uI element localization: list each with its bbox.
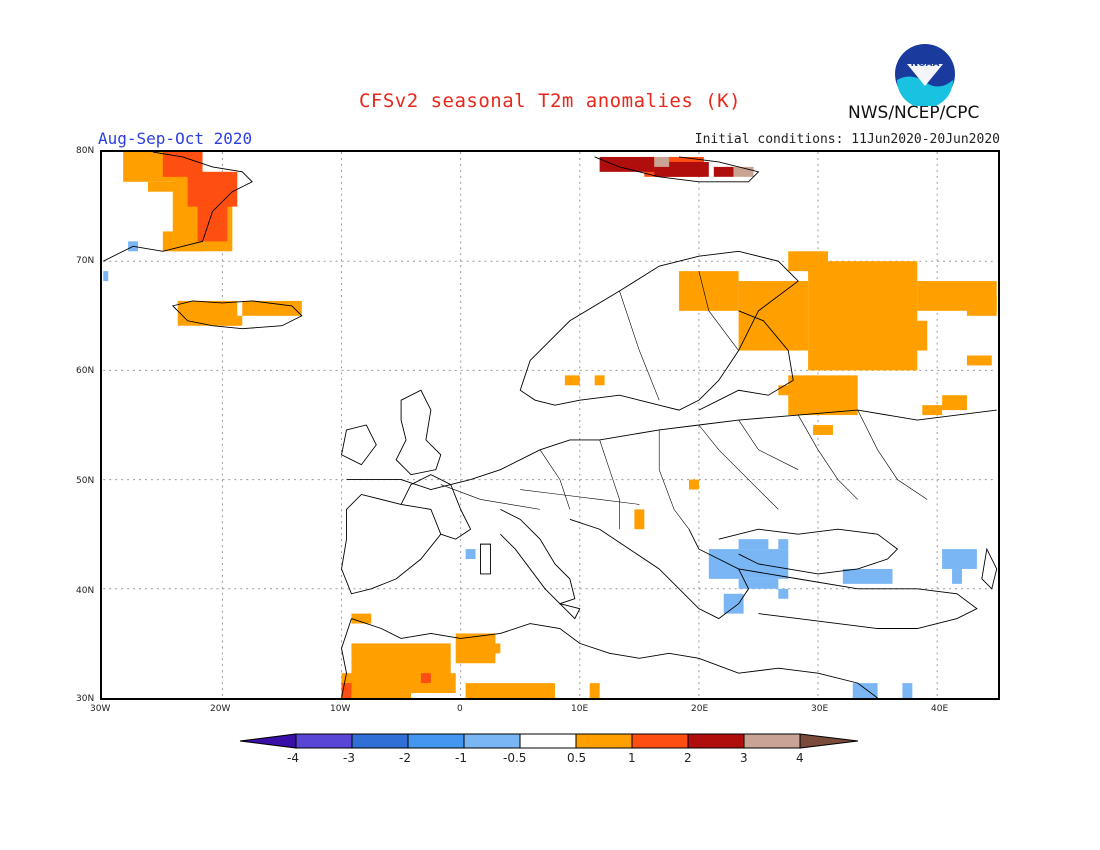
lat-label-40n: 40N — [76, 586, 95, 596]
initial-conditions-label: Initial conditions: 11Jun2020-20Jun2020 — [694, 132, 1000, 147]
coast-italy — [500, 508, 576, 605]
lon-label-0: 0 — [457, 704, 463, 714]
colorbar-p3-p4 — [743, 733, 801, 749]
colorbar-label-neg1: -1 — [455, 751, 467, 765]
coast-black-sea — [718, 528, 899, 575]
colorbar-p05-p1 — [575, 733, 633, 749]
logo-gull — [907, 64, 943, 86]
colorbar-neg4-neg3 — [295, 733, 353, 749]
coast-iceland — [171, 300, 303, 330]
borders — [440, 271, 928, 530]
coast-ireland — [341, 424, 377, 466]
colorbar-label-neg2: -2 — [399, 751, 411, 765]
colorbar-neg2-neg1 — [407, 733, 465, 749]
coast-greenland — [103, 152, 253, 262]
colorbar-label-p4: 4 — [796, 751, 804, 765]
colorbar-label-p05: 0.5 — [567, 751, 587, 765]
coast-britain — [395, 389, 442, 476]
coastlines — [103, 152, 998, 698]
lon-label-30e: 30E — [811, 704, 829, 714]
map-canvas — [103, 152, 998, 698]
coast-north-africa — [351, 618, 878, 698]
anomaly-cool-cells — [103, 241, 977, 698]
lon-label-20w: 20W — [210, 704, 231, 714]
coast-turkey — [738, 568, 978, 629]
lon-label-10e: 10E — [571, 704, 589, 714]
coast-balkans — [569, 518, 750, 620]
coast-finland — [698, 310, 794, 411]
coast-iberia — [341, 493, 442, 595]
lat-label-50n: 50N — [76, 476, 95, 486]
colorbar-p2-p3 — [687, 733, 745, 749]
lat-label-60n: 60N — [76, 366, 95, 376]
colorbar-p1-p2 — [631, 733, 689, 749]
colorbar-neutral — [519, 733, 577, 749]
lat-label-30n: 30N — [76, 694, 95, 704]
lon-label-20e: 20E — [691, 704, 709, 714]
coast-north-europe — [346, 409, 997, 490]
map-title: CFSv2 seasonal T2m anomalies (K) — [358, 90, 742, 112]
logo-text: NOAA — [911, 59, 940, 69]
coast-svalbard — [594, 156, 760, 183]
lat-label-80n: 80N — [76, 146, 95, 156]
anomaly-extreme-cells — [654, 156, 754, 177]
colorbar-label-p3: 3 — [740, 751, 748, 765]
agency-label: NWS/NCEP/CPC — [848, 103, 980, 123]
logo-wave — [897, 76, 953, 106]
colorbar-neg1-neg05 — [463, 733, 521, 749]
map-frame: 80N 70N 60N 50N 40N 30N 30W 20W 10W 0 10… — [76, 146, 1000, 714]
coast-caspian — [981, 547, 998, 590]
coast-france — [400, 474, 472, 540]
lon-label-40e: 40E — [931, 704, 949, 714]
colorbar-gt-p4 — [799, 733, 859, 749]
lon-label-30w: 30W — [90, 704, 111, 714]
noaa-logo: NOAA — [895, 44, 955, 106]
anomaly-warm-cells — [123, 152, 997, 698]
colorbar-neg3-neg2 — [351, 733, 409, 749]
colorbar-label-neg4: -4 — [287, 751, 299, 765]
colorbar-label-p2: 2 — [684, 751, 692, 765]
colorbar-label-neg3: -3 — [343, 751, 355, 765]
coast-sardinia — [480, 543, 491, 575]
anomaly-hot-cells — [162, 152, 704, 698]
colorbar — [239, 733, 859, 749]
colorbar-label-p1: 1 — [628, 751, 636, 765]
lat-label-70n: 70N — [76, 256, 95, 266]
colorbar-lt-neg4 — [239, 733, 297, 749]
lon-label-10w: 10W — [330, 704, 351, 714]
coast-morocco — [341, 618, 352, 698]
colorbar-label-neg05: -0.5 — [503, 751, 527, 765]
graticule — [103, 152, 997, 698]
season-label: Aug-Sep-Oct 2020 — [98, 129, 253, 148]
coast-sicily — [558, 602, 581, 620]
